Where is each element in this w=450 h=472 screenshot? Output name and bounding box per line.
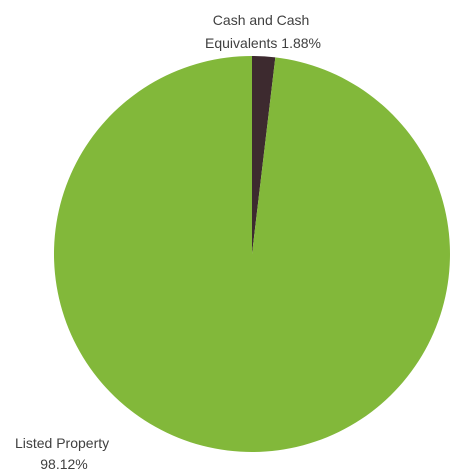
pie-slice-listed-property bbox=[53, 55, 450, 452]
slice-label-cash-line-1: Cash and Cash bbox=[213, 12, 310, 28]
slice-label-listed-property: Listed Property 98.12% bbox=[15, 435, 113, 472]
pie-slices bbox=[53, 55, 450, 452]
slice-label-cash: Cash and Cash Equivalents 1.88% bbox=[205, 12, 321, 51]
pie-slice-cash-and-cash-equivalents bbox=[252, 56, 276, 254]
slice-label-listed-property-line-2: 98.12% bbox=[40, 456, 87, 472]
slice-label-listed-property-line-1: Listed Property bbox=[15, 435, 109, 451]
slice-label-cash-line-2: Equivalents 1.88% bbox=[205, 35, 321, 51]
